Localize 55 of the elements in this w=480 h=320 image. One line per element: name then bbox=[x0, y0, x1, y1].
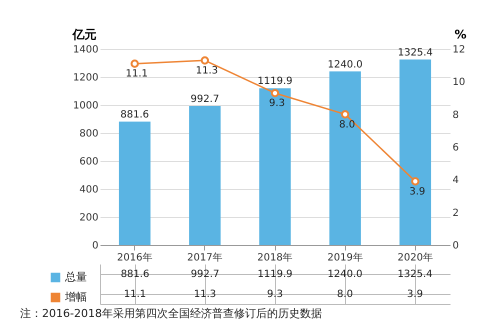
y-tick-label: 1400 bbox=[73, 44, 98, 56]
legend-label: 增幅 bbox=[64, 290, 87, 304]
data-label: 11.1 bbox=[124, 289, 146, 300]
text: 3.9 bbox=[409, 186, 426, 198]
y-tick-label: 600 bbox=[79, 156, 98, 168]
text: 8.0 bbox=[339, 119, 356, 130]
x-tick-label: 2018年 bbox=[257, 252, 293, 264]
text: 1325.4 bbox=[398, 47, 433, 58]
y-tick-label: 1000 bbox=[73, 100, 98, 112]
data-label: 9.3 bbox=[267, 289, 283, 300]
y2-tick-label: 2 bbox=[452, 208, 459, 219]
bar bbox=[118, 122, 150, 245]
text: 11.3 bbox=[196, 65, 218, 76]
data-label: 1325.4 bbox=[398, 269, 432, 280]
text: 1119.9 bbox=[258, 76, 292, 88]
data-label: 992.7 bbox=[190, 269, 220, 280]
data-label: 11.3 bbox=[194, 289, 216, 300]
y2-tick-label: 6 bbox=[452, 142, 459, 154]
text: 注：2016-2018年采用第四次全国经济普查修订后的历史数据 bbox=[20, 307, 322, 320]
text: 881.6 bbox=[120, 110, 150, 121]
text: 9.3 bbox=[269, 98, 285, 110]
bar bbox=[189, 106, 221, 245]
y2-axis-title: % bbox=[454, 28, 467, 42]
y-tick-label: 0 bbox=[92, 240, 98, 252]
y2-tick-label: 12 bbox=[452, 44, 466, 56]
y2-tick-label: 10 bbox=[452, 77, 466, 88]
point bbox=[411, 177, 420, 186]
data-label: 881.6 bbox=[120, 269, 150, 280]
legend-label: 总量 bbox=[64, 270, 87, 284]
y-tick-label: 400 bbox=[79, 184, 98, 196]
point bbox=[130, 60, 139, 68]
text: 992.7 bbox=[190, 94, 220, 106]
y2-tick-label: 0 bbox=[452, 240, 459, 252]
point bbox=[340, 110, 350, 118]
y2-tick-label: 8 bbox=[452, 110, 459, 121]
data-label: 1240.0 bbox=[328, 269, 362, 280]
text: 1240.0 bbox=[328, 59, 363, 70]
y-axis-title: 亿元 bbox=[72, 28, 96, 42]
x-tick-label: 2019年 bbox=[327, 252, 363, 264]
data-label: 8.0 bbox=[337, 289, 353, 300]
y-tick-label: 200 bbox=[79, 212, 98, 224]
bar bbox=[400, 59, 432, 245]
bar bbox=[329, 71, 361, 245]
x-tick-label: 2016年 bbox=[116, 252, 152, 264]
point bbox=[200, 56, 210, 65]
y2-tick-label: 4 bbox=[452, 175, 459, 186]
data-label: 1119.9 bbox=[258, 269, 292, 280]
point bbox=[270, 88, 280, 98]
data-label: 3.9 bbox=[407, 289, 423, 300]
y-tick-label: 1200 bbox=[73, 72, 98, 84]
x-tick-label: 2020年 bbox=[398, 252, 434, 264]
x-tick-label: 2017年 bbox=[187, 252, 223, 264]
text: 11.1 bbox=[126, 68, 148, 80]
y-tick-label: 800 bbox=[79, 128, 98, 140]
bar bbox=[259, 88, 291, 245]
